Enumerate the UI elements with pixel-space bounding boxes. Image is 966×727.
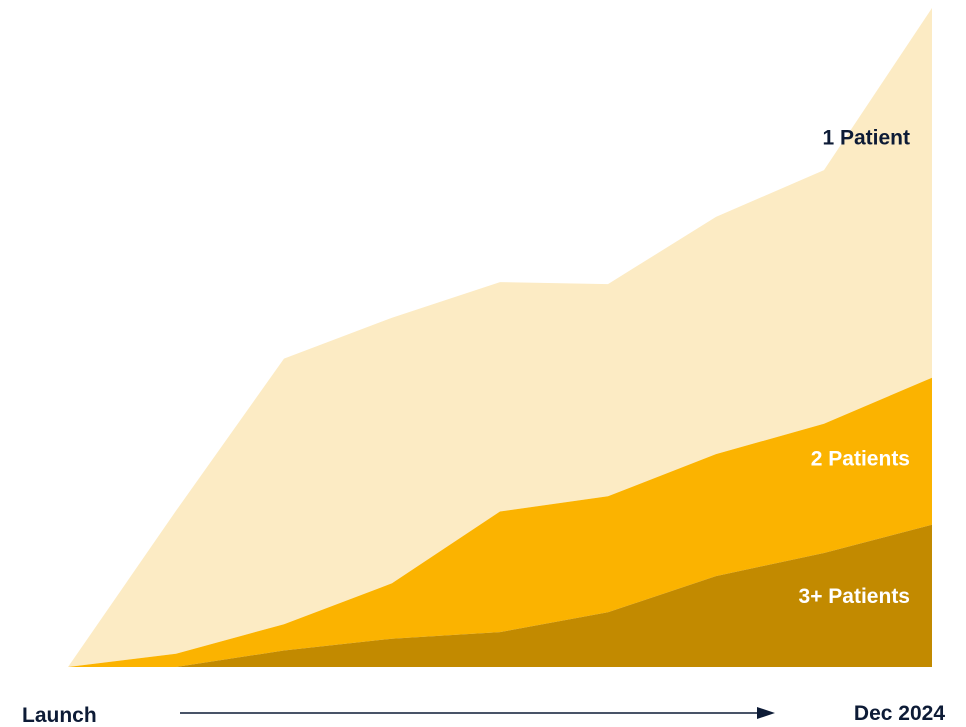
area-series-group: [68, 8, 932, 667]
area-1-patient: [68, 8, 932, 667]
area-3-patients: [68, 524, 932, 667]
series-label-2-patients: 2 Patients: [811, 448, 910, 471]
x-axis-arrow-head: [757, 707, 775, 719]
series-label-group: 3+ Patients 2 Patients 1 Patient: [799, 126, 910, 607]
series-label-3-patients: 3+ Patients: [799, 585, 910, 608]
area-2-patients: [68, 377, 932, 667]
series-label-1-patient: 1 Patient: [822, 126, 910, 149]
x-axis-end-label: Dec 2024: [854, 702, 945, 725]
x-axis-start-label: Launch: [22, 704, 97, 727]
x-axis: Launch Dec 2024: [22, 702, 945, 727]
